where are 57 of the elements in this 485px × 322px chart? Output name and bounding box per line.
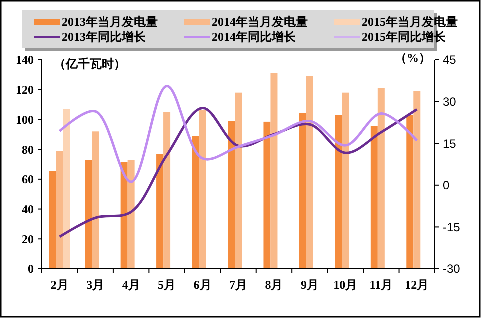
legend-label: 2013年同比增长 xyxy=(62,30,147,44)
bar xyxy=(235,92,242,269)
bar xyxy=(192,136,200,269)
y2-tick-label: -30 xyxy=(443,262,461,276)
legend-label: 2015年当月发电量 xyxy=(362,15,458,30)
x-tick-label: 7月 xyxy=(230,278,248,292)
bar xyxy=(56,151,64,269)
bar xyxy=(270,73,278,269)
x-tick-label: 10月 xyxy=(334,278,358,292)
bar xyxy=(264,122,271,269)
y-tick-label: 0 xyxy=(28,262,34,276)
bar xyxy=(414,91,421,269)
y2-tick-label: 0 xyxy=(443,178,450,193)
y2-axis-title: （%） xyxy=(395,51,431,65)
bar xyxy=(228,121,235,269)
y2-tick-label: 45 xyxy=(443,53,457,68)
y2-tick-label: 30 xyxy=(443,95,457,109)
bar xyxy=(120,162,128,269)
x-tick-label: 3月 xyxy=(86,278,105,292)
legend-label: 2015年同比增长 xyxy=(362,30,447,44)
y-axis-title: （亿千瓦时） xyxy=(54,57,126,71)
y-tick-label: 40 xyxy=(22,202,34,216)
bar xyxy=(199,110,206,269)
bar xyxy=(92,132,100,269)
line-series xyxy=(58,84,418,184)
x-tick-label: 6月 xyxy=(194,278,212,292)
y2-tick-label: -15 xyxy=(443,220,461,234)
x-tick-label: 5月 xyxy=(158,278,176,292)
y-tick-label: 140 xyxy=(16,53,34,68)
y-tick-label: 60 xyxy=(22,172,34,187)
y-tick-label: 100 xyxy=(16,112,34,127)
bar xyxy=(164,112,171,269)
y2-tick-label: 15 xyxy=(443,136,457,151)
bar xyxy=(378,88,385,269)
x-tick-label: 8月 xyxy=(265,278,284,292)
x-tick-label: 11月 xyxy=(370,278,394,292)
bar xyxy=(370,126,378,269)
legend-label: 2014年当月发电量 xyxy=(212,15,308,30)
bar xyxy=(335,115,342,269)
x-tick-label: 12月 xyxy=(405,278,430,292)
x-tick-label: 4月 xyxy=(122,278,140,292)
bar xyxy=(299,112,306,269)
y-tick-label: 80 xyxy=(22,142,34,157)
bar xyxy=(49,171,56,269)
legend-label: 2013年当月发电量 xyxy=(62,15,158,30)
bar xyxy=(306,76,314,269)
bar xyxy=(156,154,164,269)
legend-label: 2014年同比增长 xyxy=(212,30,297,44)
bar xyxy=(63,109,70,269)
y-tick-label: 20 xyxy=(22,232,34,246)
bar xyxy=(128,160,135,269)
x-tick-label: 2月 xyxy=(50,278,69,292)
bar xyxy=(85,160,92,269)
bar xyxy=(342,92,350,269)
x-tick-label: 9月 xyxy=(300,278,319,292)
y-tick-label: 120 xyxy=(16,83,34,98)
bar xyxy=(406,115,414,269)
